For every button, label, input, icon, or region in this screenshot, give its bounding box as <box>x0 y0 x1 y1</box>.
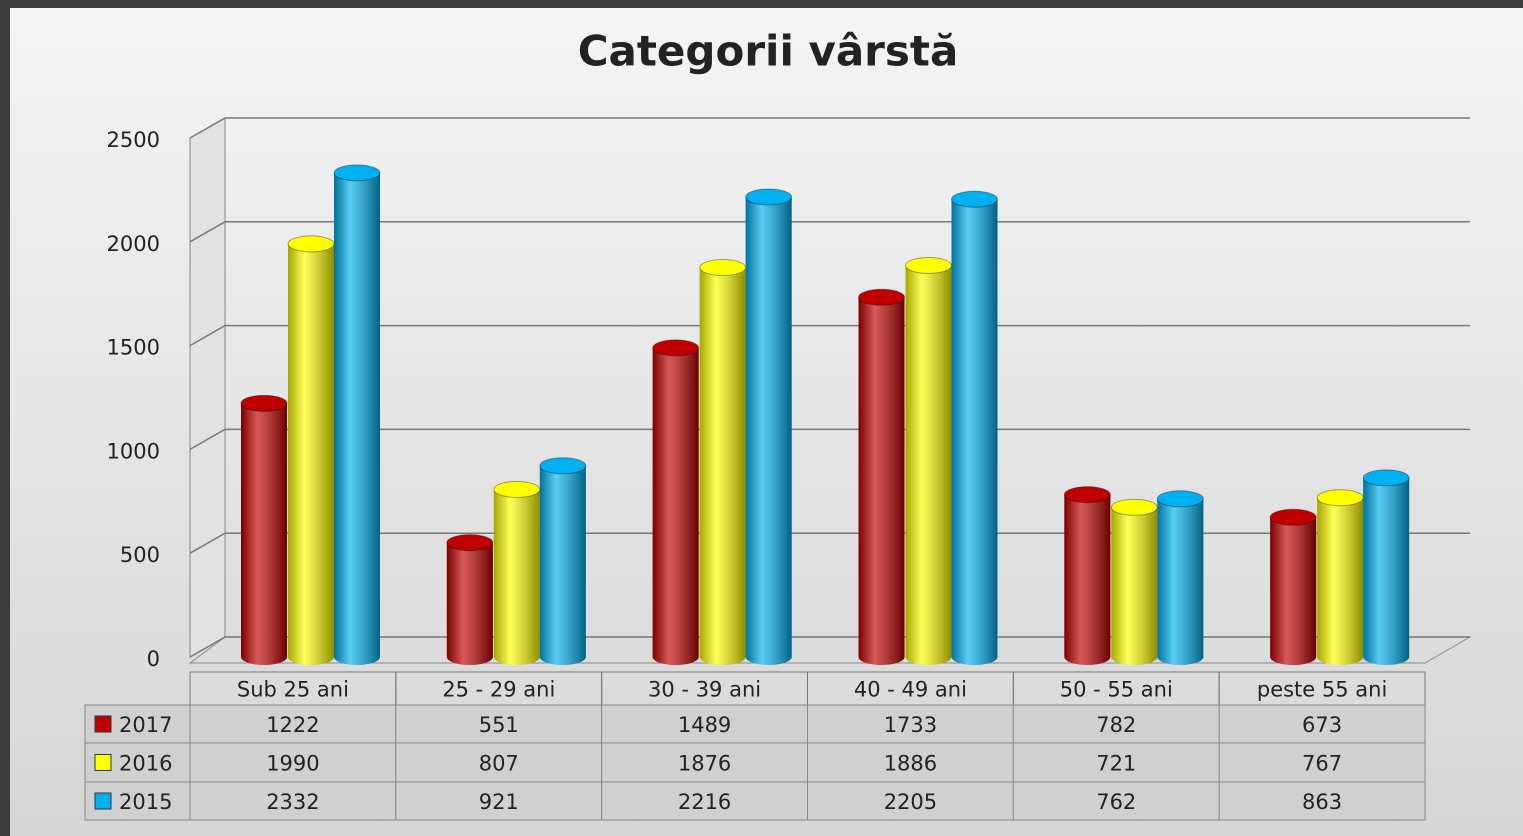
table-cell <box>601 704 809 744</box>
table-cell <box>1218 781 1426 821</box>
bar-shade <box>951 199 998 657</box>
bar-cap <box>1110 498 1158 516</box>
table-cell <box>807 781 1014 821</box>
y-tick-label: 1000 <box>107 439 160 463</box>
y-tick-label: 0 <box>147 647 160 671</box>
grid-line <box>189 117 1470 139</box>
table-value: 551 <box>479 713 519 737</box>
back-wall <box>189 117 226 658</box>
bar-shade <box>493 489 540 657</box>
bar-shade <box>539 465 586 657</box>
bar-cap <box>539 457 587 475</box>
y-tick-label: 2000 <box>107 232 160 256</box>
bar-shade <box>446 542 493 657</box>
table-value: 1876 <box>678 752 731 776</box>
x-tick-label: 30 - 39 ani <box>648 678 761 702</box>
table-value: 1489 <box>678 713 731 737</box>
table-value: 1222 <box>266 713 319 737</box>
table-value: 673 <box>1302 713 1342 737</box>
x-tick-label: peste 55 ani <box>1257 678 1387 702</box>
bar-cap <box>333 164 381 182</box>
bar-cap <box>652 339 700 357</box>
grid-line <box>189 532 1470 554</box>
table-value: 807 <box>479 752 519 776</box>
bar-cap <box>240 394 288 412</box>
table-value: 1733 <box>884 713 937 737</box>
bar-cap <box>1063 486 1111 504</box>
table-value: 1990 <box>266 752 319 776</box>
table-cell <box>601 742 809 783</box>
bar-shade <box>699 267 746 657</box>
y-tick-label: 500 <box>120 543 160 567</box>
table-value: 921 <box>479 790 519 814</box>
table-value: 721 <box>1096 752 1136 776</box>
bar-shade <box>1317 497 1364 657</box>
y-tick-label: 2500 <box>107 128 160 152</box>
table-value: 2332 <box>266 790 319 814</box>
grid-line <box>189 324 1470 347</box>
bar-cap <box>699 259 747 277</box>
grid-line <box>189 428 1470 451</box>
table-value: 782 <box>1096 713 1136 737</box>
legend-label: 2015 <box>119 790 172 814</box>
bar-cap <box>745 188 793 206</box>
bar-cap <box>1156 490 1204 508</box>
x-tick-label: 50 - 55 ani <box>1060 678 1173 702</box>
x-tick-label: Sub 25 ani <box>237 678 349 702</box>
bar-cap <box>1269 508 1317 526</box>
legend-swatch <box>94 792 112 810</box>
bar-shade <box>1363 477 1410 657</box>
bar-shade <box>334 172 380 657</box>
table-cell <box>807 704 1014 744</box>
bar-shade <box>1157 498 1204 657</box>
bar-cap <box>951 190 998 208</box>
legend-label: 2017 <box>119 713 172 737</box>
legend-swatch <box>94 715 112 733</box>
bar-cap <box>905 256 952 274</box>
bar-shade <box>1111 507 1158 657</box>
table-cell <box>1218 704 1426 744</box>
table-cell <box>1218 742 1426 783</box>
table-value: 762 <box>1096 790 1136 814</box>
table-value: 767 <box>1302 752 1342 776</box>
x-tick-label: 40 - 49 ani <box>854 678 967 702</box>
bar-shade <box>652 347 699 657</box>
bar-shade <box>1270 517 1317 657</box>
bar-cap <box>1362 469 1410 487</box>
table-cell <box>395 742 603 783</box>
table-cell <box>807 742 1014 783</box>
bar-cap <box>287 235 335 253</box>
bar-cap <box>493 480 541 498</box>
table-value: 863 <box>1302 790 1342 814</box>
table-cell <box>189 704 397 744</box>
y-tick-label: 1500 <box>107 336 160 360</box>
bar-shade <box>858 297 905 657</box>
legend-label: 2016 <box>119 752 172 776</box>
chart-title: Categorii vârstă <box>578 27 959 76</box>
legend-swatch <box>94 754 112 771</box>
bar-shade <box>241 403 287 657</box>
bar-cap <box>858 288 905 306</box>
bar-shade <box>905 265 952 657</box>
bar-cap <box>446 534 494 552</box>
bar-shade <box>745 196 792 657</box>
table-value: 2216 <box>678 790 731 814</box>
table-value: 1886 <box>884 752 937 776</box>
x-tick-label: 25 - 29 ani <box>442 678 555 702</box>
table-value: 2205 <box>884 790 937 814</box>
grid-line <box>189 221 1470 243</box>
bar-shade <box>288 243 334 657</box>
grid-line <box>189 636 1470 658</box>
bar-cap <box>1316 489 1364 507</box>
bar-shade <box>1064 494 1111 657</box>
